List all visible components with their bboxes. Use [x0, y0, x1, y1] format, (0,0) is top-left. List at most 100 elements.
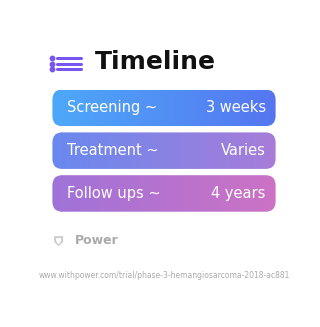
Bar [69, 132, 70, 169]
Bar [228, 175, 229, 212]
Bar [213, 90, 214, 126]
Bar [274, 90, 276, 126]
Bar [171, 132, 172, 169]
Bar [240, 90, 241, 126]
Bar [246, 90, 247, 126]
Bar [241, 132, 243, 169]
Bar [114, 175, 116, 212]
Bar [274, 132, 276, 169]
Bar [151, 132, 153, 169]
Bar [60, 132, 61, 169]
Bar [96, 90, 98, 126]
Bar [196, 175, 198, 212]
Bar [96, 132, 98, 169]
Bar [130, 132, 132, 169]
Bar [97, 90, 99, 126]
Bar [177, 90, 178, 126]
Bar [78, 132, 79, 169]
Bar [168, 175, 169, 212]
Text: Follow ups ~: Follow ups ~ [67, 186, 161, 201]
Bar [121, 175, 123, 212]
Bar [207, 132, 208, 169]
Bar [82, 175, 84, 212]
Bar [273, 132, 274, 169]
Bar [265, 132, 267, 169]
Bar [196, 90, 198, 126]
Bar [235, 90, 237, 126]
Bar [220, 132, 222, 169]
Bar [213, 175, 214, 212]
Bar [87, 90, 88, 126]
Bar [70, 90, 72, 126]
Bar [247, 90, 249, 126]
Bar [121, 132, 123, 169]
Bar [258, 175, 259, 212]
Bar [240, 132, 241, 169]
Bar [106, 132, 108, 169]
Bar [250, 132, 252, 169]
Bar [87, 175, 88, 212]
Bar [118, 90, 120, 126]
Bar [222, 132, 223, 169]
Bar [264, 175, 265, 212]
Bar [114, 132, 116, 169]
Bar [276, 90, 277, 126]
Bar [223, 90, 225, 126]
Bar [66, 90, 68, 126]
Bar [232, 132, 234, 169]
Bar [159, 175, 160, 212]
Bar [223, 132, 225, 169]
Bar [201, 175, 202, 212]
Bar [69, 90, 70, 126]
Bar [79, 175, 81, 212]
Bar [108, 132, 109, 169]
Bar [60, 175, 61, 212]
Bar [180, 90, 181, 126]
Bar [271, 90, 273, 126]
Bar [177, 175, 178, 212]
Bar [91, 90, 93, 126]
Bar [54, 90, 55, 126]
Bar [238, 90, 240, 126]
Bar [267, 175, 268, 212]
Bar [163, 90, 165, 126]
Bar [87, 132, 88, 169]
Bar [225, 175, 226, 212]
Bar [70, 175, 72, 212]
Bar [61, 175, 63, 212]
Bar [241, 90, 243, 126]
Bar [109, 132, 111, 169]
Bar [253, 132, 255, 169]
Bar [172, 175, 174, 212]
Bar [84, 175, 85, 212]
Bar [118, 175, 120, 212]
Text: Treatment ~: Treatment ~ [67, 143, 159, 158]
Bar [118, 132, 120, 169]
Bar [129, 90, 131, 126]
Bar [112, 175, 114, 212]
Bar [184, 132, 186, 169]
Bar [57, 90, 59, 126]
Bar [102, 175, 103, 212]
Bar [207, 175, 208, 212]
Bar [195, 175, 196, 212]
Bar [63, 132, 65, 169]
Bar [76, 132, 78, 169]
Bar [198, 175, 199, 212]
Bar [144, 132, 145, 169]
Bar [78, 90, 79, 126]
Bar [148, 175, 150, 212]
Bar [115, 175, 117, 212]
Bar [68, 132, 69, 169]
Bar [135, 90, 136, 126]
Bar [169, 132, 171, 169]
Bar [270, 132, 271, 169]
Bar [267, 132, 268, 169]
Bar [249, 90, 250, 126]
Bar [244, 175, 246, 212]
Bar [84, 132, 85, 169]
Bar [120, 175, 121, 212]
Bar [172, 132, 174, 169]
Bar [78, 175, 79, 212]
Bar [166, 175, 168, 212]
